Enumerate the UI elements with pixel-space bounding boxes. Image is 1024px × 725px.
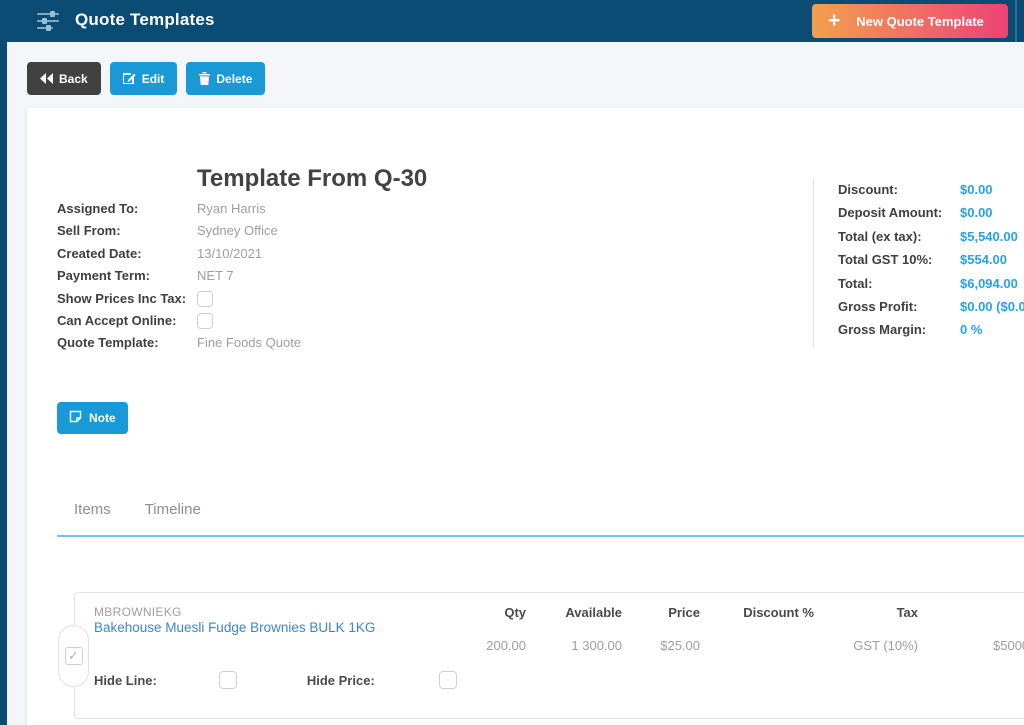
field-value: NET 7 <box>197 268 234 284</box>
total-label: Gross Profit: <box>838 298 918 314</box>
total-label: Total GST 10%: <box>838 252 933 268</box>
total-row-gross-margin: Gross Margin: 0 % <box>838 322 1024 345</box>
total-label: Total: <box>838 275 873 291</box>
item-total: $5000.00 <box>993 638 1024 653</box>
item-name-link[interactable]: Bakehouse Muesli Fudge Brownies BULK 1KG <box>94 620 376 635</box>
app-header: Quote Templates + New Quote Template <box>0 0 1024 42</box>
field-row-created-date: Created Date: 13/10/2021 <box>57 246 457 268</box>
new-quote-template-button[interactable]: + New Quote Template <box>812 4 1008 38</box>
sidebar-edge <box>0 0 7 725</box>
note-button-label: Note <box>89 411 116 425</box>
sliders-icon <box>37 9 61 33</box>
edit-button[interactable]: Edit <box>109 62 178 95</box>
item-price: $25.00 <box>660 638 700 653</box>
edit-button-label: Edit <box>141 71 165 86</box>
page-title: Quote Templates <box>75 10 215 29</box>
field-value: Fine Foods Quote <box>197 335 302 351</box>
delete-button[interactable]: Delete <box>186 62 266 95</box>
item-tax: GST (10%) <box>853 638 918 653</box>
field-label: Show Prices Inc Tax: <box>57 290 187 306</box>
tab-items[interactable]: Items <box>74 501 111 518</box>
total-row-discount: Discount: $0.00 <box>838 182 1024 205</box>
field-value: Ryan Harris <box>197 201 266 216</box>
note-icon <box>69 410 82 426</box>
total-value: $0.00 <box>960 205 993 221</box>
quote-template-card: Template From Q-30 Assigned To: Ryan Har… <box>27 108 1024 725</box>
hide-line-label: Hide Line: <box>94 672 157 688</box>
can-accept-online-checkbox[interactable] <box>197 312 213 329</box>
total-value: $0.00 ($0.00) <box>960 298 1024 314</box>
quote-fields: Assigned To: Ryan Harris Sell From: Sydn… <box>57 201 457 358</box>
field-row-quote-template: Quote Template: Fine Foods Quote <box>57 335 457 357</box>
field-value: Sydney Office <box>197 223 278 239</box>
total-value: 0 % <box>960 322 983 338</box>
field-label: Payment Term: <box>57 268 150 284</box>
column-header-price: Price <box>668 605 700 620</box>
column-header-tax: Tax <box>896 605 918 620</box>
total-row-gross-profit: Gross Profit: $0.00 ($0.00) <box>838 299 1024 322</box>
back-button-label: Back <box>59 71 88 86</box>
total-row-ex-tax: Total (ex tax): $5,540.00 <box>838 229 1024 252</box>
field-row-can-accept-online: Can Accept Online: <box>57 312 457 335</box>
edit-icon <box>122 72 136 85</box>
field-label: Can Accept Online: <box>57 312 177 328</box>
column-header-available: Available <box>565 605 622 620</box>
field-label: Quote Template: <box>57 335 159 351</box>
field-row-show-prices-inc-tax: Show Prices Inc Tax: <box>57 290 457 313</box>
check-icon: ✓ <box>68 648 79 663</box>
quote-title: Template From Q-30 <box>197 165 428 192</box>
rewind-icon <box>40 73 53 84</box>
back-button[interactable]: Back <box>27 62 101 95</box>
total-row-deposit: Deposit Amount: $0.00 <box>838 205 1024 228</box>
total-value: $554.00 <box>960 252 1007 268</box>
field-row-payment-term: Payment Term: NET 7 <box>57 268 457 290</box>
item-row: ✓ MBROWNIEKG Bakehouse Muesli Fudge Brow… <box>58 592 1024 719</box>
hide-price-label: Hide Price: <box>306 672 375 688</box>
trash-icon <box>199 72 211 85</box>
hide-line-checkbox[interactable] <box>218 671 237 689</box>
tab-underline <box>57 535 1024 537</box>
total-label: Total (ex tax): <box>838 228 922 244</box>
total-value: $0.00 <box>960 182 993 197</box>
plus-icon: + <box>828 9 841 32</box>
field-row-assigned-to: Assigned To: Ryan Harris <box>57 201 457 223</box>
item-sku: MBROWNIEKG <box>94 605 182 619</box>
show-prices-inc-tax-checkbox[interactable] <box>197 290 213 307</box>
field-label: Sell From: <box>57 223 121 239</box>
item-hide-options: Hide Line: Hide Price: <box>94 671 457 689</box>
quote-totals: Discount: $0.00 Deposit Amount: $0.00 To… <box>838 182 1024 346</box>
total-row-gst: Total GST 10%: $554.00 <box>838 252 1024 275</box>
note-button[interactable]: Note <box>57 402 128 434</box>
delete-button-label: Delete <box>216 71 253 86</box>
tab-bar: Items Timeline <box>74 501 201 518</box>
field-label: Assigned To: <box>57 201 139 216</box>
total-row-total: Total: $6,094.00 <box>838 276 1024 299</box>
total-label: Gross Margin: <box>838 322 927 338</box>
item-available: 1 300.00 <box>571 638 622 653</box>
total-label: Discount: <box>838 182 898 197</box>
total-value: $5,540.00 <box>960 228 1018 244</box>
item-select-checkbox[interactable]: ✓ <box>64 647 83 665</box>
field-label: Created Date: <box>57 245 142 261</box>
totals-divider <box>813 178 814 348</box>
field-value: 13/10/2021 <box>197 245 263 261</box>
total-label: Deposit Amount: <box>838 205 943 221</box>
toolbar: Back Edit Delete <box>27 62 266 95</box>
item-qty: 200.00 <box>486 638 526 653</box>
tab-timeline[interactable]: Timeline <box>144 501 201 518</box>
header-divider <box>1015 0 1017 42</box>
item-select-capsule: ✓ <box>58 625 89 687</box>
column-header-qty: Qty <box>504 605 526 620</box>
hide-price-checkbox[interactable] <box>438 671 457 689</box>
field-row-sell-from: Sell From: Sydney Office <box>57 223 457 245</box>
total-value: $6,094.00 <box>960 275 1018 291</box>
column-header-discount: Discount % <box>743 605 814 620</box>
new-quote-template-label: New Quote Template <box>856 13 984 29</box>
